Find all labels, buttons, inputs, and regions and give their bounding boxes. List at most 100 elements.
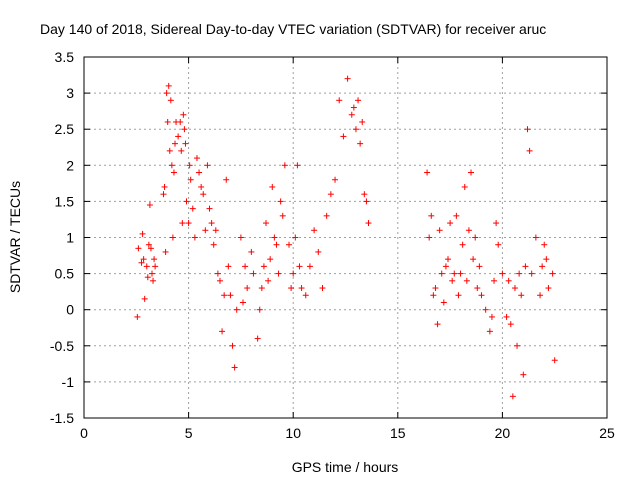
data-point xyxy=(551,357,558,364)
data-point xyxy=(140,256,147,263)
data-point xyxy=(223,176,230,183)
data-point xyxy=(212,227,219,234)
data-point xyxy=(146,202,153,209)
data-point xyxy=(191,234,198,241)
data-point xyxy=(185,220,192,227)
data-point xyxy=(170,169,177,176)
x-tick-label: 15 xyxy=(390,425,406,441)
data-point xyxy=(357,140,364,147)
data-point xyxy=(292,234,299,241)
data-point xyxy=(160,191,167,198)
data-point xyxy=(267,256,274,263)
x-axis: 0 5 10 15 20 25 xyxy=(80,57,615,441)
data-point xyxy=(442,263,449,270)
data-point xyxy=(150,277,157,284)
data-point xyxy=(166,147,173,154)
data-point xyxy=(482,306,489,313)
data-point xyxy=(511,285,518,292)
data-point xyxy=(172,140,179,147)
data-point xyxy=(279,212,286,219)
data-point xyxy=(237,234,244,241)
data-point xyxy=(181,126,188,133)
data-point xyxy=(348,111,355,118)
data-point xyxy=(424,169,431,176)
data-point xyxy=(239,299,246,306)
x-tick-label: 0 xyxy=(80,425,88,441)
data-point xyxy=(461,183,468,190)
y-axis: -1.5 -1 -0.5 0 0.5 1 1.5 2 2.5 3 3.5 xyxy=(50,49,607,426)
data-point xyxy=(269,183,276,190)
data-point xyxy=(281,162,288,169)
data-point xyxy=(428,212,435,219)
data-point xyxy=(258,285,265,292)
data-point xyxy=(179,220,186,227)
data-point xyxy=(233,306,240,313)
data-point xyxy=(244,285,251,292)
data-point xyxy=(214,270,221,277)
data-point xyxy=(361,191,368,198)
data-point xyxy=(177,118,184,125)
data-point xyxy=(169,234,176,241)
data-point xyxy=(216,277,223,284)
data-point xyxy=(167,97,174,104)
y-tick-label: 0.5 xyxy=(55,266,75,282)
data-point xyxy=(493,220,500,227)
data-point xyxy=(457,270,464,277)
y-tick-label: 0 xyxy=(66,302,74,318)
data-point xyxy=(319,285,326,292)
data-point xyxy=(286,241,293,248)
data-point xyxy=(541,241,548,248)
data-point xyxy=(225,263,232,270)
data-point xyxy=(514,342,521,349)
data-point xyxy=(505,277,512,284)
data-point xyxy=(168,162,175,169)
data-point xyxy=(520,371,527,378)
data-point xyxy=(186,162,193,169)
data-point xyxy=(472,234,479,241)
data-point xyxy=(463,277,470,284)
data-point xyxy=(537,292,544,299)
data-point xyxy=(163,90,170,97)
y-tick-label: 1 xyxy=(66,230,74,246)
y-tick-label: 1.5 xyxy=(55,193,75,209)
data-point xyxy=(426,234,433,241)
data-point xyxy=(250,270,257,277)
data-point xyxy=(507,321,514,328)
data-point xyxy=(204,162,211,169)
data-point xyxy=(151,256,158,263)
data-point xyxy=(277,198,284,205)
data-point xyxy=(164,118,171,125)
data-point xyxy=(135,245,142,252)
data-point xyxy=(340,133,347,140)
y-tick-label: -0.5 xyxy=(50,338,74,354)
data-point xyxy=(242,263,249,270)
x-axis-label: GPS time / hours xyxy=(292,459,399,475)
data-point xyxy=(263,220,270,227)
data-point xyxy=(210,241,217,248)
data-point xyxy=(445,256,452,263)
y-tick-label: 3.5 xyxy=(55,49,75,65)
data-point xyxy=(359,118,366,125)
data-point xyxy=(355,97,362,104)
data-point xyxy=(447,220,454,227)
data-point xyxy=(152,263,159,270)
data-point xyxy=(453,212,460,219)
data-point xyxy=(315,248,322,255)
data-point xyxy=(147,245,154,252)
data-point xyxy=(288,285,295,292)
data-point xyxy=(202,227,209,234)
data-point xyxy=(470,256,477,263)
data-point xyxy=(436,227,443,234)
data-point xyxy=(198,183,205,190)
data-point xyxy=(290,270,297,277)
data-point xyxy=(434,321,441,328)
data-point xyxy=(430,292,437,299)
data-point xyxy=(260,263,267,270)
data-point xyxy=(363,198,370,205)
data-point xyxy=(254,335,261,342)
data-point xyxy=(144,274,151,281)
data-point xyxy=(526,147,533,154)
x-tick-label: 25 xyxy=(599,425,615,441)
data-point xyxy=(350,104,357,111)
